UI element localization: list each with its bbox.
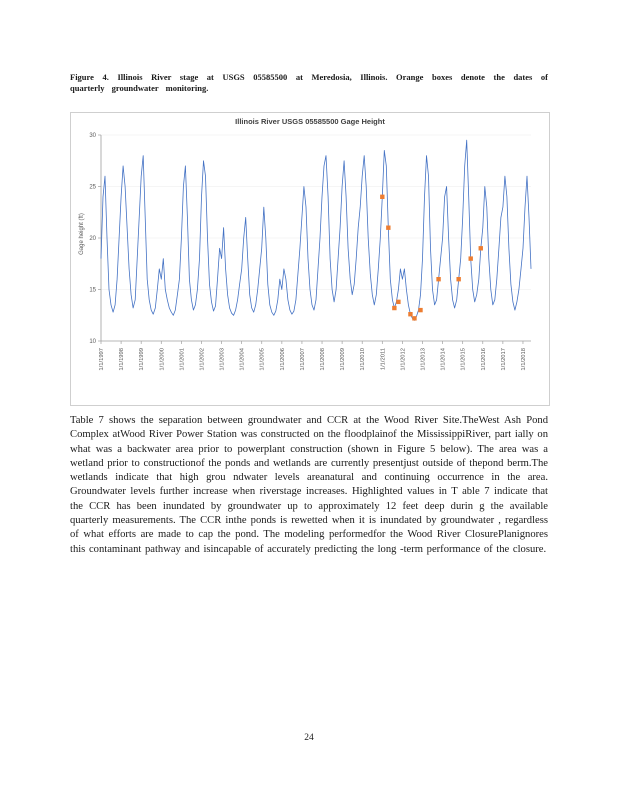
svg-text:1/1/2003: 1/1/2003 xyxy=(220,348,226,371)
svg-text:1/1/2015: 1/1/2015 xyxy=(461,348,467,371)
svg-text:1/1/2012: 1/1/2012 xyxy=(400,348,406,371)
svg-text:1/1/1997: 1/1/1997 xyxy=(99,348,105,371)
line-chart: 10 15 20 25 30 1/1/1997 1/1/1998 1/1/1999 1/1/20… xyxy=(89,133,532,371)
svg-text:15: 15 xyxy=(89,288,96,294)
svg-text:1/1/2008: 1/1/2008 xyxy=(320,348,326,371)
svg-text:1/1/2000: 1/1/2000 xyxy=(159,348,165,371)
svg-text:10: 10 xyxy=(89,339,96,345)
svg-text:1/1/2018: 1/1/2018 xyxy=(521,348,527,371)
svg-text:1/1/1999: 1/1/1999 xyxy=(139,348,145,371)
figure-caption: Figure 4. Illinois River stage at USGS 0… xyxy=(70,72,548,93)
body-paragraph: Table 7 shows the separation between gro… xyxy=(70,415,548,555)
page-number: 24 xyxy=(304,733,314,743)
svg-text:1/1/2016: 1/1/2016 xyxy=(481,348,487,371)
svg-text:1/1/2014: 1/1/2014 xyxy=(441,347,447,370)
svg-text:1/1/2013: 1/1/2013 xyxy=(420,348,426,371)
svg-text:1/1/2009: 1/1/2009 xyxy=(340,348,346,371)
svg-text:1/1/2011: 1/1/2011 xyxy=(380,348,386,370)
svg-text:1/1/2005: 1/1/2005 xyxy=(260,348,266,371)
figure-4-chart: Illinois River USGS 05585500 Gage Height… xyxy=(70,112,550,406)
svg-text:1/1/2002: 1/1/2002 xyxy=(199,348,205,371)
svg-text:1/1/2017: 1/1/2017 xyxy=(501,348,507,371)
svg-text:30: 30 xyxy=(89,133,96,139)
svg-text:1/1/1998: 1/1/1998 xyxy=(119,348,125,371)
svg-text:20: 20 xyxy=(89,236,96,242)
svg-text:25: 25 xyxy=(89,185,96,191)
svg-text:1/1/2010: 1/1/2010 xyxy=(360,348,366,371)
svg-text:1/1/2006: 1/1/2006 xyxy=(280,348,286,371)
svg-text:1/1/2004: 1/1/2004 xyxy=(240,347,246,370)
svg-text:1/1/2007: 1/1/2007 xyxy=(300,348,306,371)
chart-title: Illinois River USGS 05585500 Gage Height xyxy=(235,117,385,126)
svg-text:1/1/2001: 1/1/2001 xyxy=(179,348,185,371)
